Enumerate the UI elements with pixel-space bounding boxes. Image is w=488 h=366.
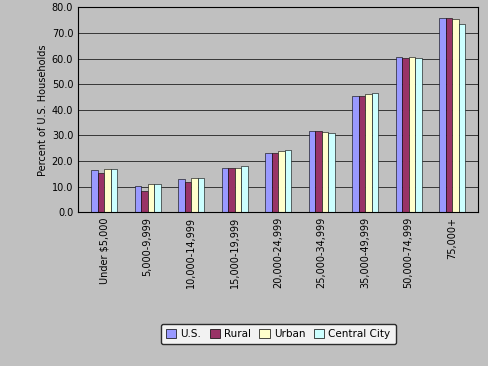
Bar <box>328 133 335 212</box>
Bar <box>98 173 104 212</box>
Bar <box>228 168 235 212</box>
Bar <box>402 58 408 212</box>
Bar <box>372 93 378 212</box>
Bar <box>141 190 148 212</box>
Bar <box>415 58 422 212</box>
Bar <box>439 18 446 212</box>
Bar <box>308 131 315 212</box>
Bar <box>135 186 141 212</box>
Bar <box>91 170 98 212</box>
Bar <box>265 153 272 212</box>
Bar <box>408 57 415 212</box>
Bar <box>184 182 191 212</box>
Bar <box>322 132 328 212</box>
Bar <box>148 184 154 212</box>
Y-axis label: Percent of U.S. Households: Percent of U.S. Households <box>38 44 47 176</box>
Bar <box>315 131 322 212</box>
Bar <box>446 18 452 212</box>
Bar <box>359 96 365 212</box>
Bar <box>154 184 161 212</box>
Bar <box>104 169 111 212</box>
Bar <box>222 168 228 212</box>
Bar <box>198 179 204 212</box>
Bar <box>272 153 278 212</box>
Bar <box>365 94 372 212</box>
Bar <box>178 179 184 212</box>
Bar <box>241 166 248 212</box>
Legend: U.S., Rural, Urban, Central City: U.S., Rural, Urban, Central City <box>161 324 396 344</box>
Bar <box>452 19 459 212</box>
Bar <box>111 169 117 212</box>
Bar <box>278 151 285 212</box>
Bar <box>352 96 359 212</box>
Bar <box>459 24 465 212</box>
Bar <box>396 57 402 212</box>
Bar <box>285 150 291 212</box>
Bar <box>235 168 241 212</box>
Bar <box>191 178 198 212</box>
